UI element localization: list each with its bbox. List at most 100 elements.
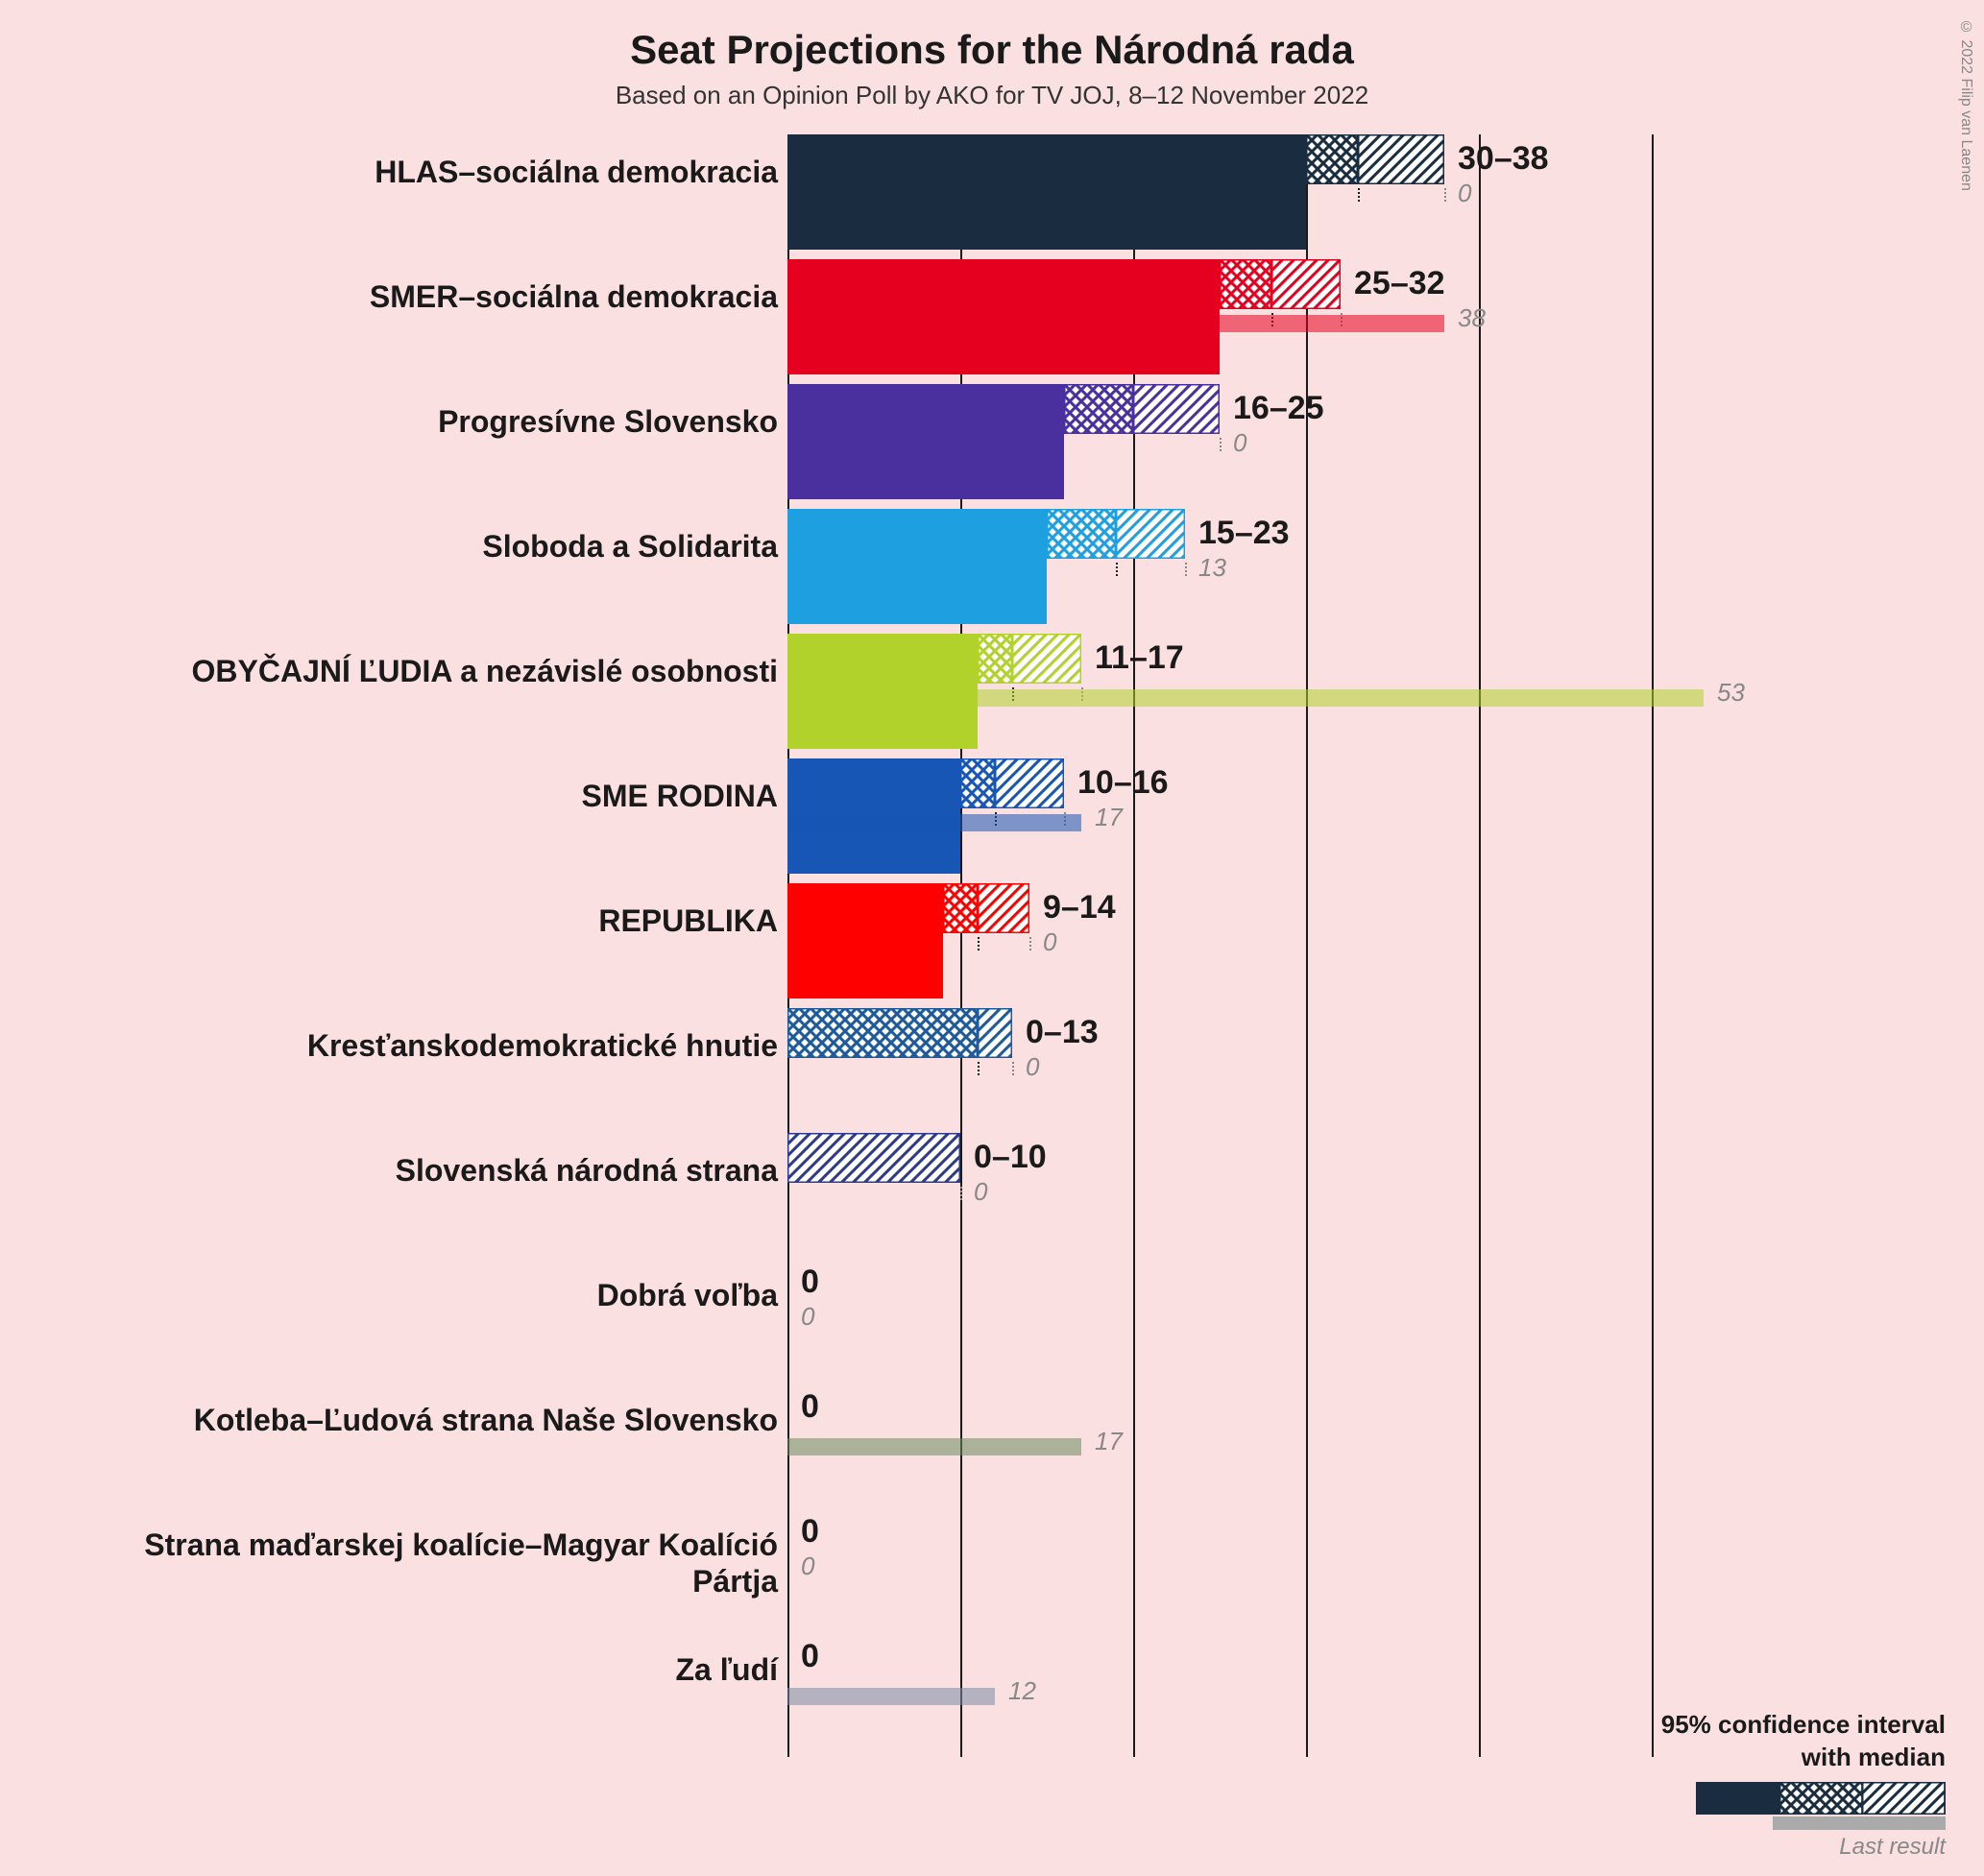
party-row: Progresívne Slovensko16–250 — [77, 384, 1767, 499]
party-row: SME RODINA10–1617 — [77, 758, 1767, 874]
bar-solid — [787, 883, 943, 998]
bar-region: 30–380 — [787, 134, 1748, 250]
range-label: 11–17 — [1095, 639, 1184, 677]
previous-label: 0 — [801, 1302, 814, 1332]
party-row: Sloboda a Solidarita15–2313 — [77, 509, 1767, 624]
bar-diagonal — [787, 1133, 960, 1248]
range-label: 16–25 — [1233, 390, 1324, 427]
range-label: 25–32 — [1354, 265, 1445, 302]
bar-diagonal — [978, 1008, 1012, 1123]
previous-label: 0 — [1043, 927, 1056, 957]
party-row: SMER–sociálna demokracia 25–32 38 — [77, 259, 1767, 374]
party-row: Kotleba–Ľudová strana Naše Slovensko 0 17 — [77, 1383, 1767, 1498]
bar-region: 00 — [787, 1507, 1748, 1623]
upper-tick — [960, 1187, 962, 1200]
party-row: Strana maďarskej koalície–Magyar Koalíci… — [77, 1507, 1767, 1623]
bar-region: 0–100 — [787, 1133, 1748, 1248]
bar-diagonal — [1133, 384, 1220, 499]
party-label: SMER–sociálna demokracia — [106, 278, 778, 315]
party-label: SME RODINA — [106, 778, 778, 814]
bar-region: 0 17 — [787, 1383, 1748, 1498]
range-label: 0–13 — [1026, 1014, 1099, 1051]
chart-area: HLAS–sociálna demokracia30–380SMER–sociá… — [77, 134, 1767, 1786]
bar-solid — [787, 384, 1064, 499]
previous-label: 53 — [1717, 678, 1745, 708]
previous-label: 0 — [801, 1551, 814, 1581]
legend-title-line1: 95% confidence interval — [1661, 1710, 1946, 1739]
party-label: REPUBLIKA — [106, 902, 778, 939]
range-label: 0 — [801, 1263, 819, 1301]
party-row: OBYČAJNÍ ĽUDIA a nezávislé osobnosti11–1… — [77, 634, 1767, 749]
bar-crosshatch — [1064, 384, 1133, 499]
bar-region: 25–32 38 — [787, 259, 1748, 374]
bar-diagonal — [1116, 509, 1185, 624]
last-result-bar — [787, 689, 1704, 707]
party-row: Za ľudí012 — [77, 1632, 1767, 1747]
previous-label: 0 — [974, 1177, 987, 1207]
bar-diagonal — [1358, 134, 1444, 250]
bar-region: 0–130 — [787, 1008, 1748, 1123]
chart-subtitle: Based on an Opinion Poll by AKO for TV J… — [0, 81, 1984, 110]
last-result-bar — [787, 315, 1444, 332]
legend-title: 95% confidence interval with median — [1581, 1709, 1946, 1774]
party-label: Sloboda a Solidarita — [106, 528, 778, 565]
previous-label: 17 — [1095, 803, 1123, 832]
upper-tick — [1444, 188, 1446, 202]
legend-ci-bar — [1696, 1782, 1946, 1815]
range-label: 0 — [801, 1513, 819, 1551]
party-label: Kresťanskodemokratické hnutie — [106, 1027, 778, 1064]
previous-label: 38 — [1458, 303, 1486, 333]
bar-crosshatch — [1047, 509, 1116, 624]
legend-last-bar — [1773, 1816, 1946, 1830]
party-row: Slovenská národná strana0–100 — [77, 1133, 1767, 1248]
party-label: Kotleba–Ľudová strana Naše Slovensko — [106, 1402, 778, 1438]
last-result-bar — [787, 565, 1012, 582]
upper-tick — [1185, 563, 1187, 576]
chart-title: Seat Projections for the Národná rada — [0, 0, 1984, 73]
party-label: Dobrá voľba — [106, 1277, 778, 1313]
party-label: HLAS–sociálna demokracia — [106, 154, 778, 190]
previous-label: 0 — [1458, 179, 1471, 208]
copyright: © 2022 Filip van Laenen — [1957, 19, 1974, 191]
bar-region: 00 — [787, 1258, 1748, 1373]
legend: 95% confidence interval with median Last… — [1581, 1709, 1946, 1838]
bar-crosshatch — [943, 883, 978, 998]
legend-sample: Last result — [1581, 1782, 1946, 1838]
party-label: Progresívne Slovensko — [106, 403, 778, 440]
previous-label: 0 — [1026, 1052, 1039, 1082]
upper-tick — [1220, 438, 1222, 451]
party-row: HLAS–sociálna demokracia30–380 — [77, 134, 1767, 250]
range-label: 10–16 — [1077, 764, 1169, 802]
legend-title-line2: with median — [1802, 1743, 1946, 1771]
bar-region: 15–2313 — [787, 509, 1748, 624]
bar-solid — [787, 134, 1306, 250]
bar-diagonal — [978, 883, 1029, 998]
party-label: Strana maďarskej koalície–Magyar Koalíci… — [106, 1527, 778, 1600]
party-row: Dobrá voľba00 — [77, 1258, 1767, 1373]
party-row: REPUBLIKA9–140 — [77, 883, 1767, 998]
last-result-bar — [787, 814, 1081, 831]
party-row: Kresťanskodemokratické hnutie0–130 — [77, 1008, 1767, 1123]
range-label: 0 — [801, 1638, 819, 1675]
bar-crosshatch — [1306, 134, 1358, 250]
range-label: 0 — [801, 1388, 819, 1426]
previous-label: 12 — [1008, 1676, 1036, 1706]
bar-region: 9–140 — [787, 883, 1748, 998]
upper-tick — [1029, 937, 1031, 950]
party-label: OBYČAJNÍ ĽUDIA a nezávislé osobnosti — [106, 653, 778, 689]
previous-label: 0 — [1233, 428, 1246, 458]
party-label: Slovenská národná strana — [106, 1152, 778, 1189]
legend-last-label: Last result — [1839, 1834, 1946, 1861]
range-label: 30–38 — [1458, 140, 1549, 178]
bar-region: 11–17 53 — [787, 634, 1748, 749]
range-label: 9–14 — [1043, 889, 1116, 926]
bar-crosshatch — [787, 1008, 978, 1123]
bar-region: 10–1617 — [787, 758, 1748, 874]
previous-label: 13 — [1198, 553, 1226, 583]
last-result-bar — [787, 1438, 1081, 1455]
upper-tick — [1012, 1062, 1014, 1075]
last-result-bar — [787, 1688, 995, 1705]
previous-label: 17 — [1095, 1427, 1123, 1456]
range-label: 0–10 — [974, 1139, 1047, 1176]
bar-region: 16–250 — [787, 384, 1748, 499]
